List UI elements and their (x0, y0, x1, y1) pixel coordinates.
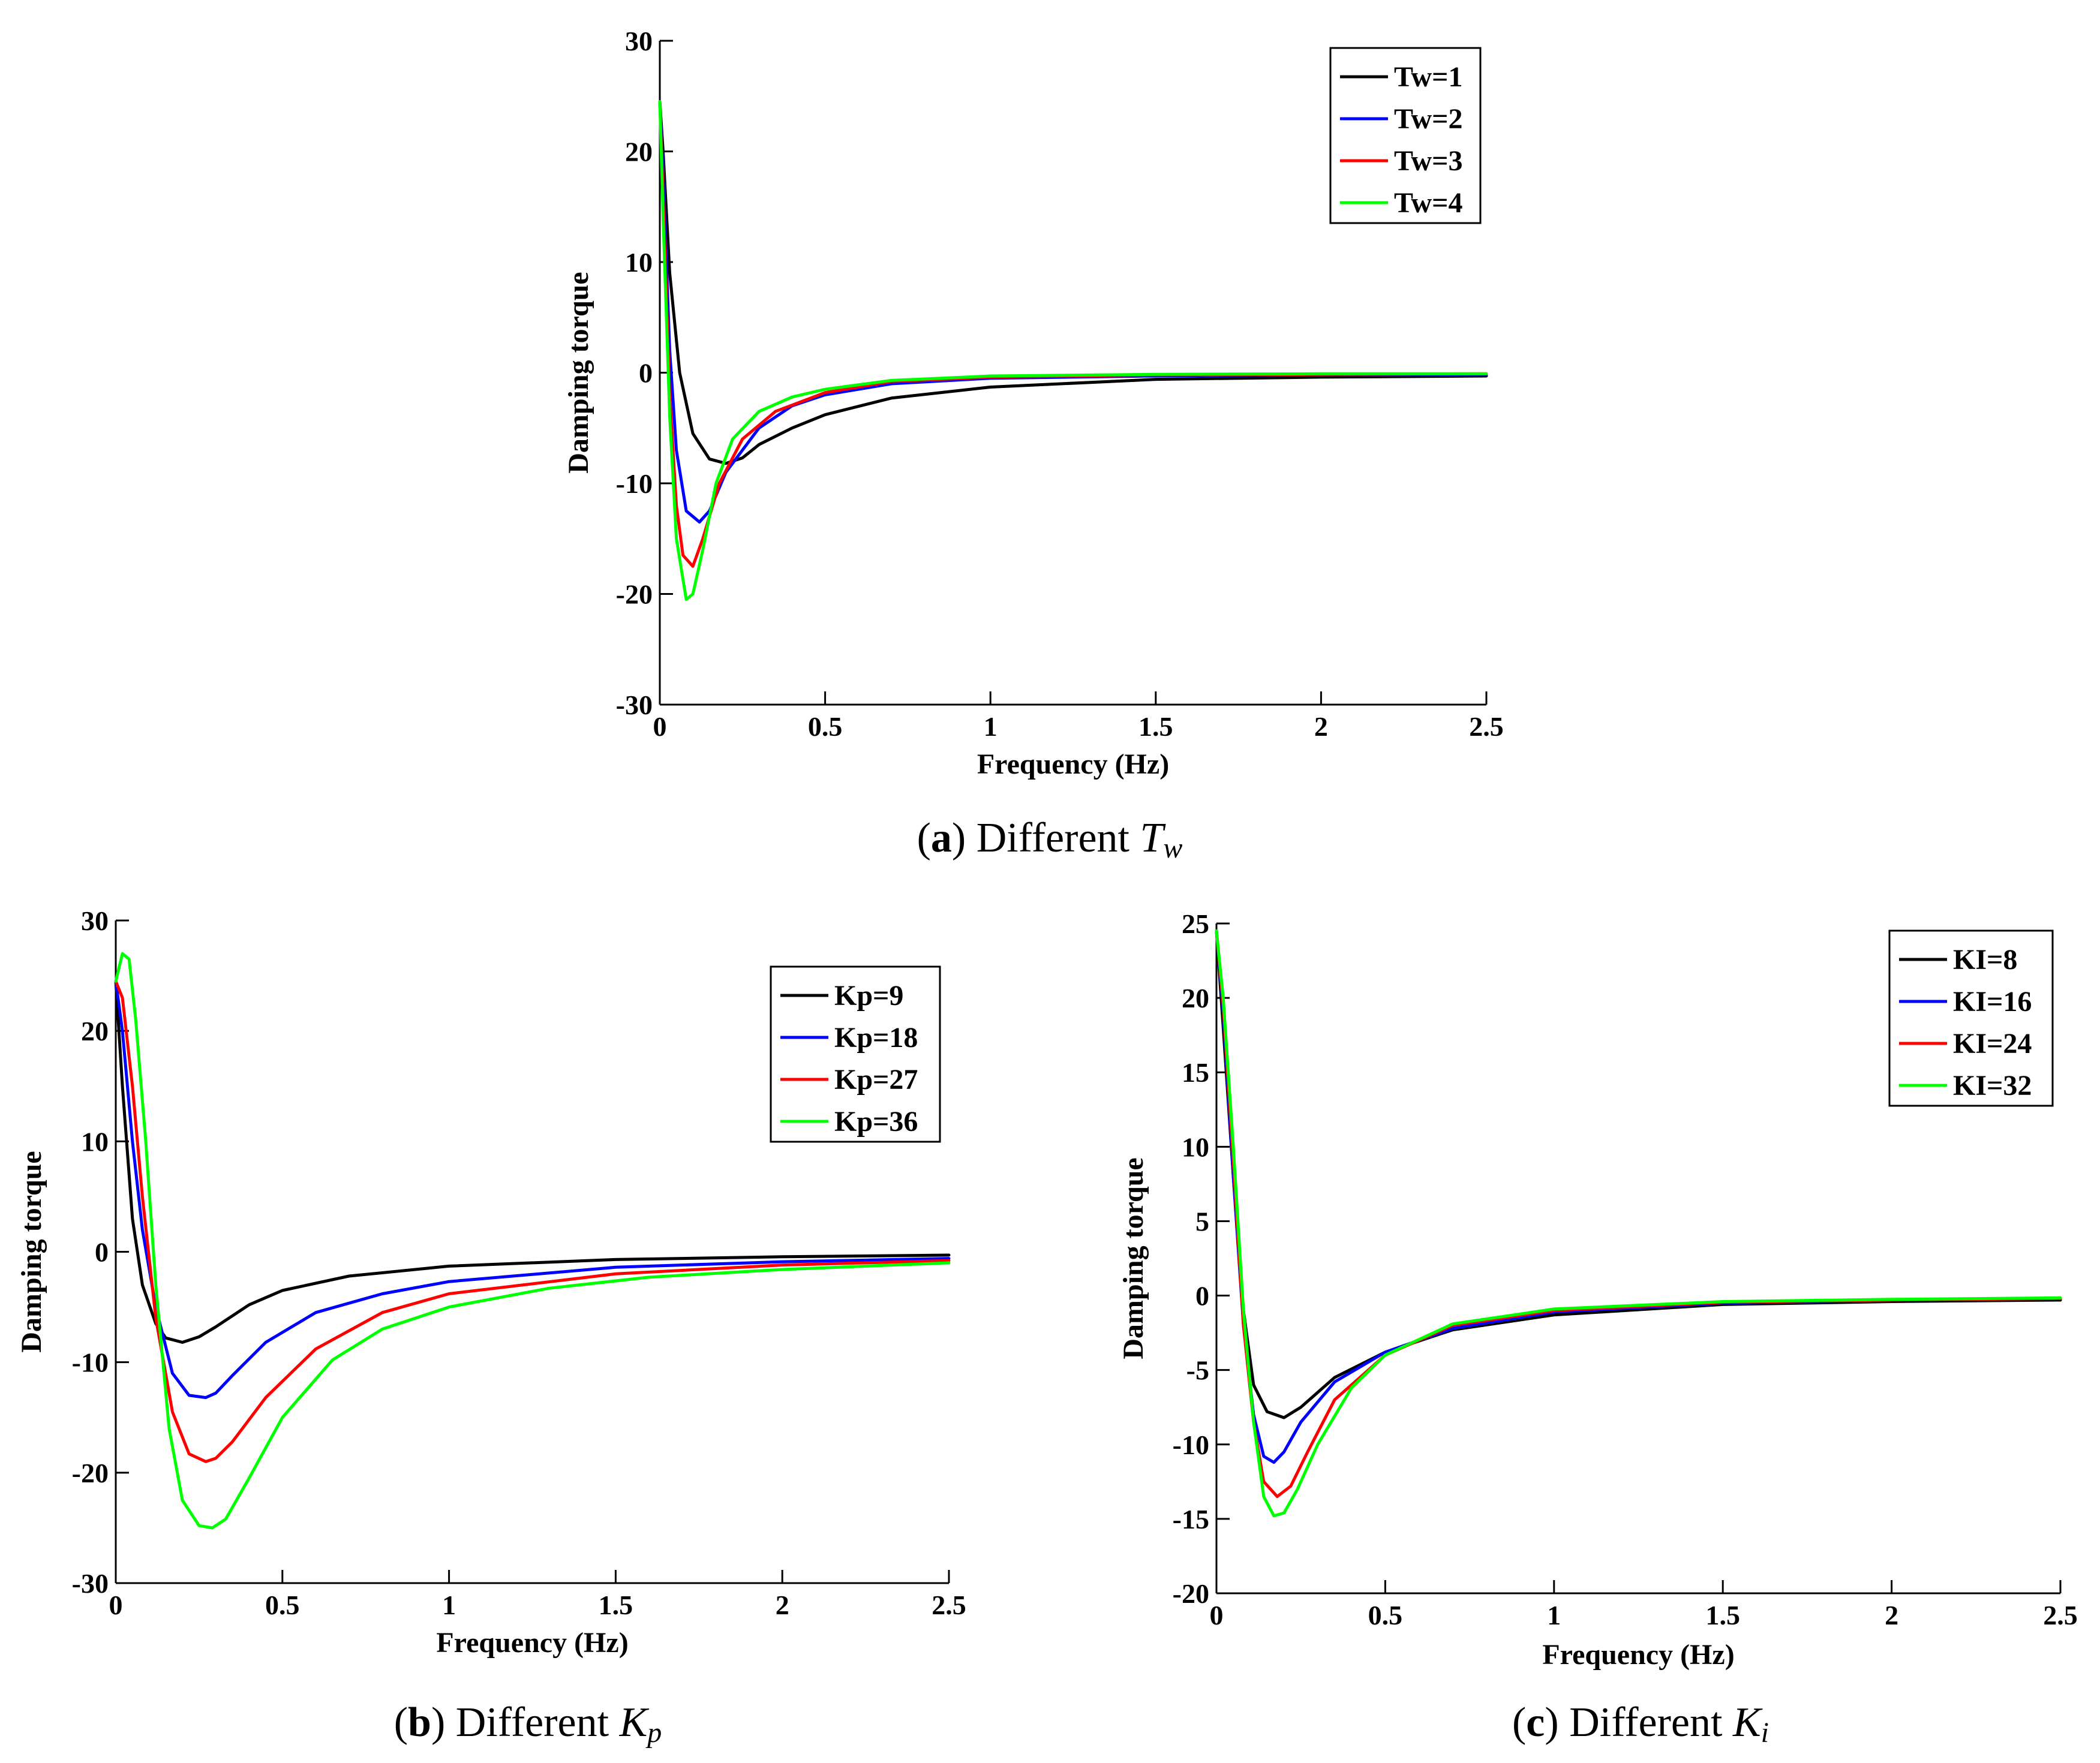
y-tick-label: 20 (81, 1016, 109, 1046)
chart-caption: (b) Different Kp (394, 1699, 662, 1749)
caption-text: Different (1569, 1699, 1733, 1746)
caption-text: Different (456, 1699, 620, 1746)
x-tick-label: 1.5 (1705, 1600, 1740, 1630)
caption-letter: b (408, 1699, 431, 1746)
legend-label-tw-2: Tw=2 (1394, 103, 1462, 135)
chart-panel-c: 0 0.5 1 1.5 2 2.5 25 20 15 10 5 0 -5 -10 -15 -20 Frequen… (1117, 908, 2078, 1749)
chart-panel-a: 0 0.5 1 1.5 2 2.5 30 20 10 0 -10 -20 -30 Frequency (H… (563, 26, 1504, 864)
y-tick-label: -20 (616, 579, 653, 610)
y-tick-label: -10 (1173, 1430, 1209, 1460)
caption-subscript: w (1163, 832, 1182, 864)
legend-label-ki-32: KI=32 (1953, 1070, 2032, 1102)
caption-text: Different (977, 815, 1140, 861)
series-line-tw-4 (658, 100, 1488, 601)
caption-close-paren: ) (1545, 1699, 1569, 1746)
caption-open-paren: ( (917, 815, 931, 861)
x-tick-label: 0.5 (808, 711, 843, 742)
y-axis-label: Damping torque (1117, 1157, 1149, 1359)
legend-label-tw-1: Tw=1 (1394, 61, 1462, 93)
x-tick-label: 2 (1885, 1600, 1898, 1630)
y-tick-label: 0 (95, 1237, 109, 1268)
x-tick-label: 1.5 (599, 1590, 633, 1620)
legend-label-ki-8: KI=8 (1953, 944, 2017, 976)
x-tick-label: 2.5 (1469, 711, 1504, 742)
caption-close-paren: ) (431, 1699, 456, 1746)
caption-symbol: T (1140, 815, 1166, 861)
y-tick-label: -10 (616, 468, 653, 499)
x-axis-label: Frequency (Hz) (977, 748, 1169, 780)
x-tick-label: 2 (1314, 711, 1328, 742)
x-axis-label: Frequency (Hz) (1542, 1639, 1734, 1671)
x-tick-label: 0 (109, 1590, 123, 1620)
y-tick-label: 10 (81, 1126, 109, 1157)
legend-box (1329, 47, 1482, 224)
y-tick-label: 20 (625, 137, 653, 167)
y-tick-label: -15 (1173, 1504, 1209, 1535)
chart-caption: (a) Different Tw (917, 815, 1183, 864)
legend-label-kp-18: Kp=18 (834, 1022, 918, 1054)
x-tick-label: 2 (776, 1590, 789, 1620)
caption-letter: a (931, 815, 952, 861)
series-line-kp-36 (114, 952, 951, 1530)
y-tick-label: 5 (1195, 1206, 1209, 1236)
series-line-kp-18 (114, 979, 951, 1400)
y-axis-label: Damping torque (16, 1151, 47, 1353)
legend-label-tw-3: Tw=3 (1394, 145, 1462, 177)
legend: KI=8 KI=16 KI=24 KI=32 (1888, 929, 2054, 1107)
caption-subscript: i (1761, 1717, 1769, 1749)
y-tick-label: -10 (72, 1347, 109, 1378)
x-tick-label: 1 (1547, 1600, 1561, 1630)
caption-symbol: K (619, 1699, 650, 1746)
y-tick-label: -5 (1186, 1355, 1209, 1386)
legend: Kp=9 Kp=18 Kp=27 Kp=36 (770, 965, 941, 1143)
caption-open-paren: ( (1512, 1699, 1526, 1746)
legend-label-kp-36: Kp=36 (834, 1106, 918, 1138)
legend: Tw=1 Tw=2 Tw=3 Tw=4 (1329, 47, 1482, 224)
legend-label-ki-24: KI=24 (1953, 1028, 2032, 1060)
series-line-kp-9 (114, 979, 951, 1344)
caption-letter: c (1526, 1699, 1545, 1746)
chart-caption: (c) Different Ki (1512, 1699, 1769, 1749)
y-tick-label: 0 (639, 358, 653, 389)
y-tick-label: 0 (1195, 1281, 1209, 1311)
caption-symbol: K (1732, 1699, 1763, 1746)
caption-open-paren: ( (394, 1699, 408, 1746)
x-tick-label: 1.5 (1138, 711, 1173, 742)
x-tick-label: 0.5 (265, 1590, 300, 1620)
x-tick-label: 0.5 (1368, 1600, 1403, 1630)
y-tick-label: 15 (1182, 1057, 1209, 1088)
x-tick-label: 1 (442, 1590, 456, 1620)
x-axis-label: Frequency (Hz) (436, 1627, 628, 1659)
y-axis-label: Damping torque (563, 272, 594, 474)
y-tick-label: 30 (81, 905, 109, 936)
legend-label-ki-16: KI=16 (1953, 986, 2032, 1018)
y-tick-label: 20 (1182, 983, 1209, 1013)
y-tick-label: -20 (72, 1458, 109, 1488)
legend-label-kp-27: Kp=27 (834, 1064, 918, 1096)
x-tick-label: 1 (984, 711, 998, 742)
y-tick-label: 25 (1182, 908, 1209, 939)
series-line-ki-32 (1215, 929, 2062, 1518)
series-line-tw-1 (658, 100, 1488, 465)
series-line-kp-27 (114, 979, 951, 1463)
chart-panel-b: 0 0.5 1 1.5 2 2.5 30 20 10 0 -10 -20 -30 Frequency (H… (16, 905, 966, 1749)
y-tick-label: 10 (625, 247, 653, 278)
y-tick-label: -30 (616, 690, 653, 720)
x-tick-label: 0 (1210, 1600, 1224, 1630)
y-tick-label: 10 (1182, 1132, 1209, 1162)
x-tick-label: 0 (653, 711, 667, 742)
x-tick-label: 2.5 (932, 1590, 966, 1620)
legend-label-kp-9: Kp=9 (834, 980, 903, 1012)
legend-label-tw-4: Tw=4 (1394, 187, 1462, 219)
x-tick-label: 2.5 (2043, 1600, 2078, 1630)
y-tick-label: -30 (72, 1568, 109, 1599)
y-tick-label: 30 (625, 26, 653, 56)
y-tick-label: -20 (1173, 1578, 1209, 1609)
caption-close-paren: ) (952, 815, 977, 861)
caption-subscript: p (645, 1717, 662, 1749)
